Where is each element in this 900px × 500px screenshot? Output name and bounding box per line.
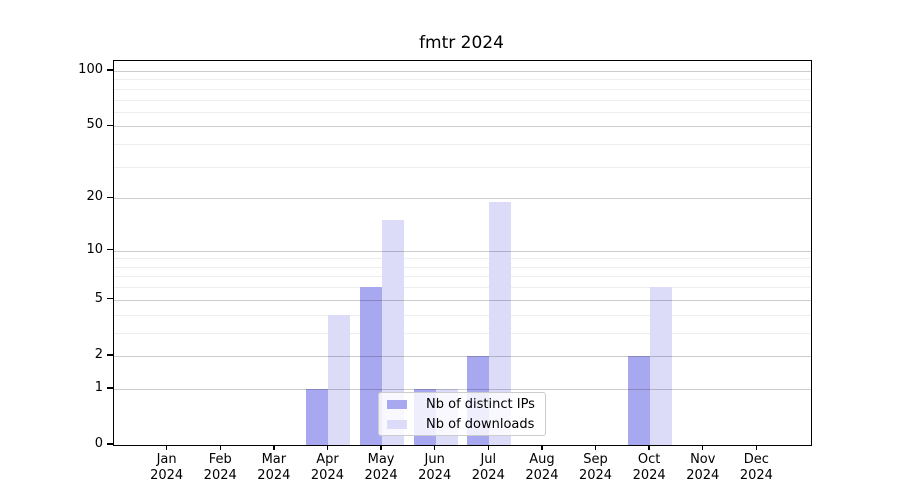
legend-swatch-distinct-ips bbox=[387, 399, 407, 409]
gridline-minor bbox=[114, 144, 811, 146]
x-tick-label-oct-2024: Oct 2024 bbox=[632, 452, 666, 483]
x-tick-label-aug-2024: Aug 2024 bbox=[525, 452, 559, 483]
gridline-minor bbox=[114, 99, 811, 101]
gridline-major bbox=[114, 299, 811, 301]
bar-nb-of-distinct-ips-may-2024 bbox=[360, 287, 383, 445]
x-tick-label-feb-2024: Feb 2024 bbox=[203, 452, 237, 483]
y-tick-label: 100 bbox=[78, 62, 103, 77]
gridline-major bbox=[114, 71, 811, 72]
gridline-major bbox=[114, 126, 811, 128]
x-tick-mark bbox=[755, 445, 758, 450]
gridline-minor bbox=[114, 266, 811, 268]
bar-nb-of-downloads-may-2024 bbox=[382, 220, 405, 445]
x-tick-mark bbox=[487, 445, 489, 450]
y-tick-label: 20 bbox=[86, 189, 103, 205]
y-tick-label: 0 bbox=[94, 436, 103, 451]
x-tick-mark bbox=[702, 445, 704, 450]
plot-area bbox=[113, 60, 812, 446]
x-tick-label-jun-2024: Jun 2024 bbox=[418, 452, 452, 483]
y-tick-mark bbox=[107, 196, 113, 198]
y-tick-label: 1 bbox=[94, 379, 103, 395]
y-tick-label: 50 bbox=[86, 117, 103, 133]
gridline-minor bbox=[114, 276, 811, 278]
x-tick-mark bbox=[273, 445, 275, 450]
bar-nb-of-downloads-oct-2024 bbox=[650, 287, 673, 445]
legend: Nb of distinct IPs Nb of downloads bbox=[378, 392, 546, 436]
x-tick-mark bbox=[541, 445, 543, 450]
x-tick-label-jan-2024: Jan 2024 bbox=[150, 452, 184, 483]
y-tick-mark bbox=[107, 248, 113, 251]
legend-swatch-downloads bbox=[387, 419, 407, 429]
x-tick-mark bbox=[433, 445, 436, 450]
x-tick-label-apr-2024: Apr 2024 bbox=[310, 452, 344, 483]
gridline-minor bbox=[114, 111, 811, 113]
gridline-major bbox=[114, 388, 811, 390]
x-tick-label-sep-2024: Sep 2024 bbox=[578, 452, 613, 483]
y-tick-mark bbox=[107, 298, 113, 300]
y-tick-mark bbox=[107, 387, 113, 389]
gridline-major bbox=[114, 355, 811, 357]
chart-title: fmtr 2024 bbox=[419, 33, 504, 53]
gridline-major bbox=[114, 198, 811, 200]
x-tick-mark bbox=[594, 445, 597, 450]
y-tick-label: 10 bbox=[86, 241, 103, 257]
y-tick-label: 2 bbox=[94, 346, 103, 362]
gridline-minor bbox=[114, 79, 811, 81]
x-tick-label-dec-2024: Dec 2024 bbox=[739, 452, 773, 483]
bar-nb-of-distinct-ips-oct-2024 bbox=[628, 355, 651, 445]
y-tick-mark bbox=[107, 354, 113, 356]
gridline-minor bbox=[114, 332, 811, 334]
x-tick-label-may-2024: May 2024 bbox=[364, 452, 398, 483]
legend-label-distinct-ips: Nb of distinct IPs bbox=[426, 396, 535, 412]
legend-label-downloads: Nb of downloads bbox=[426, 416, 535, 432]
y-tick-label: 5 bbox=[94, 290, 103, 306]
gridline-minor bbox=[114, 287, 811, 289]
gridline-minor bbox=[114, 166, 811, 168]
x-tick-mark bbox=[380, 445, 382, 450]
y-tick-mark bbox=[107, 124, 113, 127]
gridline-minor bbox=[114, 88, 811, 90]
gridline-minor bbox=[114, 314, 811, 316]
y-tick-mark bbox=[107, 443, 113, 445]
x-tick-mark bbox=[165, 445, 168, 450]
legend-item-downloads: Nb of downloads bbox=[387, 416, 537, 433]
gridline-major bbox=[114, 250, 811, 252]
bar-nb-of-downloads-jul-2024 bbox=[489, 202, 512, 445]
bar-nb-of-downloads-apr-2024 bbox=[328, 314, 351, 445]
bar-nb-of-distinct-ips-apr-2024 bbox=[306, 388, 329, 445]
y-tick-mark bbox=[107, 69, 113, 71]
x-tick-label-mar-2024: Mar 2024 bbox=[257, 452, 291, 483]
x-tick-mark bbox=[648, 445, 650, 450]
legend-item-distinct-ips: Nb of distinct IPs bbox=[387, 396, 537, 413]
x-tick-label-nov-2024: Nov 2024 bbox=[686, 452, 720, 483]
gridline-minor bbox=[114, 258, 811, 260]
x-tick-label-jul-2024: Jul 2024 bbox=[471, 452, 505, 483]
x-tick-mark bbox=[219, 445, 221, 450]
x-tick-mark bbox=[326, 445, 329, 450]
